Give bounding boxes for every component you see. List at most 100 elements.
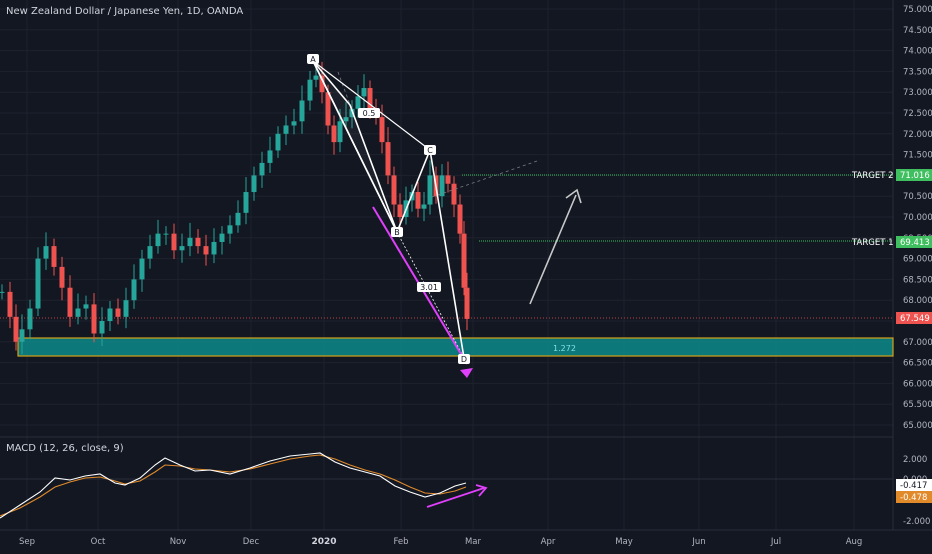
time-tick: Aug — [846, 537, 863, 547]
signal-value-tag: -0.478 — [896, 491, 932, 503]
time-axis[interactable]: Sep Oct Nov Dec 2020 Feb Mar Apr May Jun Jul Aug — [19, 537, 862, 547]
projection-arrow-line[interactable] — [529, 194, 577, 305]
ratio-bc-label: 3.01 — [420, 283, 438, 292]
time-tick: May — [615, 537, 633, 547]
candle-body — [379, 117, 385, 143]
pattern-abc-triangle — [312, 60, 398, 233]
macd-line — [0, 452, 467, 519]
ratio-bc-badge[interactable]: 3.01 — [417, 282, 441, 292]
macd-magenta-line[interactable] — [426, 487, 485, 508]
macd-value-tag: -0.417 — [896, 479, 932, 491]
time-tick: Nov — [170, 537, 187, 547]
candle-body — [243, 192, 249, 213]
support-zone[interactable] — [17, 337, 894, 357]
price-tick: 67.000 — [903, 338, 932, 348]
candle-body — [67, 287, 73, 317]
candle-body — [313, 75, 319, 80]
candle-body — [59, 266, 65, 288]
price-tick: 65.500 — [903, 400, 932, 410]
target2-price: 71.016 — [900, 171, 930, 181]
price-tick: 70.000 — [903, 213, 932, 223]
candle-body — [51, 246, 57, 267]
price-tick: 73.500 — [903, 67, 932, 77]
candle-body — [227, 225, 233, 234]
candle-body — [195, 237, 201, 247]
candle-body — [361, 88, 367, 97]
price-tick: 68.500 — [903, 275, 932, 285]
candle-body — [461, 233, 467, 288]
projection-arrow-head — [565, 188, 582, 204]
candle-body — [325, 92, 331, 126]
candle-body — [319, 75, 325, 93]
target1-price-tag: 69.413 — [896, 236, 932, 248]
price-tick: 72.000 — [903, 130, 932, 140]
candle-body — [123, 300, 129, 317]
price-tick: 68.000 — [903, 296, 932, 306]
candles — [0, 61, 470, 355]
macd-title: MACD (12, 26, close, 9) — [6, 443, 124, 454]
candle-body — [171, 233, 177, 251]
candle-body — [91, 304, 97, 334]
candle-body — [203, 246, 209, 255]
pattern-ac-line — [312, 60, 431, 151]
candle-body — [259, 162, 265, 176]
point-d-label: D — [461, 355, 467, 364]
macd-value: -0.417 — [900, 481, 927, 491]
magenta-arrow-head — [460, 368, 473, 378]
candle-body — [385, 142, 391, 176]
point-c-badge[interactable]: C — [424, 145, 436, 155]
price-tick: 74.500 — [903, 26, 932, 36]
macd-magenta-arrow-head — [475, 484, 488, 497]
price-tick: 66.000 — [903, 379, 932, 389]
price-tick: 75.000 — [903, 5, 932, 15]
point-a-badge[interactable]: A — [307, 54, 319, 64]
candle-body — [13, 316, 19, 342]
candle-body — [99, 321, 105, 334]
point-b-badge[interactable]: B — [391, 227, 403, 237]
candle-body — [439, 175, 445, 197]
candle-body — [75, 308, 81, 317]
time-tick: Feb — [393, 537, 408, 547]
candle-body — [115, 308, 121, 317]
candle-body — [27, 308, 33, 330]
candle-body — [283, 125, 289, 134]
macd-signal-line — [0, 454, 467, 517]
price-axis[interactable]: 75.000 74.500 74.000 73.500 73.000 72.500 72.0… — [903, 5, 932, 431]
projection-dashed-line — [431, 159, 541, 198]
price-tick: 69.000 — [903, 255, 932, 265]
signal-value: -0.478 — [900, 493, 927, 503]
harmonic-pattern[interactable] — [312, 60, 465, 359]
candle-body — [343, 117, 349, 122]
ratio-ab-label: 0.5 — [363, 109, 376, 118]
candle-body — [391, 175, 397, 205]
candle-body — [451, 183, 457, 205]
time-tick: 2020 — [311, 537, 336, 547]
price-tick: 70.500 — [903, 192, 932, 202]
price-tick: 71.500 — [903, 151, 932, 161]
candle-body — [397, 204, 403, 217]
ratio-ab-badge[interactable]: 0.5 — [358, 108, 380, 118]
point-d-badge[interactable]: D — [458, 354, 470, 364]
last-price-tag: 67.549 — [896, 312, 932, 324]
ratio-d-label: 1.272 — [553, 344, 576, 353]
candle-body — [267, 150, 273, 163]
last-price: 67.549 — [900, 314, 930, 324]
candle-body — [19, 329, 25, 342]
candle-body — [251, 175, 257, 193]
time-tick: Sep — [19, 537, 35, 547]
candle-body — [179, 246, 185, 251]
price-tick: 65.000 — [903, 421, 932, 431]
candle-body — [337, 121, 343, 143]
candle-body — [421, 204, 427, 209]
candle-body — [331, 125, 337, 143]
price-tick: 72.500 — [903, 109, 932, 119]
candle-body — [299, 100, 305, 122]
target1-label: TARGET 1 — [851, 238, 894, 248]
candle-body — [445, 175, 451, 184]
candle-body — [355, 96, 361, 109]
price-tick: 66.500 — [903, 359, 932, 369]
macd-tick: -2.000 — [903, 517, 930, 527]
candle-body — [0, 291, 5, 293]
